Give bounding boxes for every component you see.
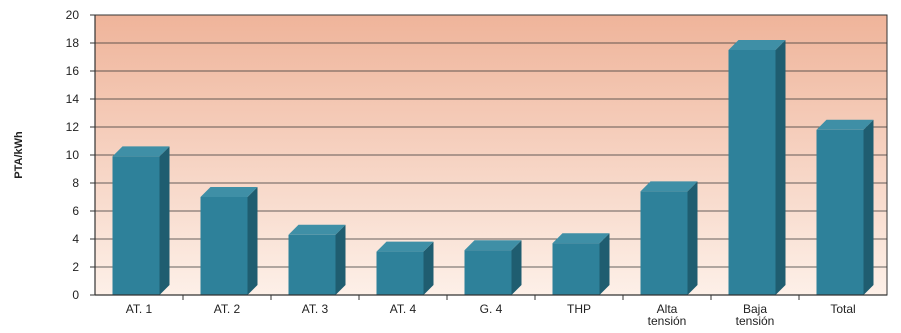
bar	[200, 187, 258, 295]
bar-front-face	[728, 50, 776, 295]
bar-front-face	[112, 156, 160, 295]
bar-top-face	[728, 40, 786, 50]
bar-front-face	[816, 129, 864, 295]
bars	[112, 40, 874, 295]
bar-side-face	[511, 240, 522, 295]
y-tick-label: 10	[66, 148, 80, 162]
y-tick-label: 18	[66, 36, 80, 50]
y-axis-label: PTA/kWh	[13, 131, 25, 179]
bar-front-face	[552, 243, 600, 295]
x-tick-label-line: tensión	[648, 314, 687, 328]
y-tick-label: 6	[72, 204, 79, 218]
x-tick-label-line: AT. 2	[214, 302, 241, 316]
bar-top-face	[464, 240, 522, 251]
y-tick-label: 8	[72, 176, 79, 190]
bar-side-face	[599, 233, 610, 295]
y-tick-label: 0	[72, 288, 79, 302]
x-tick-label-line: AT. 1	[126, 302, 153, 316]
bar-top-face	[112, 146, 170, 157]
bar-front-face	[376, 251, 424, 295]
x-tick-label: Alta tensión	[648, 302, 687, 328]
bar-side-face	[775, 40, 786, 295]
x-tick-label: AT. 2	[214, 302, 241, 316]
y-tick-label: 20	[66, 8, 80, 22]
bar-front-face	[200, 197, 248, 295]
x-tick-label-line: AT. 3	[302, 302, 329, 316]
x-tick-label-line: Total	[830, 302, 855, 316]
bar-side-face	[335, 224, 346, 295]
x-tick-label-line: AT. 4	[390, 302, 417, 316]
bar-front-face	[640, 191, 688, 295]
x-tick-label: THP	[567, 302, 591, 316]
axes	[90, 14, 887, 300]
bar	[288, 224, 346, 295]
x-tick-label: Total	[830, 302, 855, 316]
x-tick-label: AT. 1	[126, 302, 153, 316]
x-tick-label: AT. 4	[390, 302, 417, 316]
x-tick-label: AT. 3	[302, 302, 329, 316]
y-tick-label: 14	[66, 92, 80, 106]
bar	[464, 240, 522, 295]
bar-side-face	[863, 119, 874, 295]
bar	[376, 241, 434, 295]
bar-front-face	[464, 250, 512, 295]
bar-top-face	[816, 119, 874, 130]
bar	[112, 146, 170, 295]
y-tick-label: 16	[66, 64, 80, 78]
bar	[728, 40, 786, 295]
bar-side-face	[247, 187, 258, 295]
bar-top-face	[376, 241, 434, 252]
bar-side-face	[687, 181, 698, 295]
x-tick-label-line: G. 4	[480, 302, 503, 316]
x-tick-label: Baja tensión	[736, 302, 775, 328]
x-tick-label-line: THP	[567, 302, 591, 316]
bar	[816, 119, 874, 295]
labels: 0 2 4 6 8 10 12 14 16 18 20 AT. 1 AT. 2 AT. 3 AT. 4 G. …	[66, 8, 856, 328]
bar-top-face	[200, 187, 258, 197]
bar-top-face	[552, 233, 610, 244]
x-tick-label-line: Baja	[743, 302, 767, 316]
bar-top-face	[640, 181, 698, 192]
bar-front-face	[288, 234, 336, 295]
bar-side-face	[423, 241, 434, 295]
bar	[640, 181, 698, 295]
y-tick-label: 2	[72, 260, 79, 274]
bar-side-face	[159, 146, 170, 295]
x-tick-label-line: tensión	[736, 314, 775, 328]
x-tick-label-line: Alta	[657, 302, 678, 316]
bar	[552, 233, 610, 295]
x-tick-label: G. 4	[480, 302, 503, 316]
y-tick-label: 4	[72, 232, 79, 246]
bar-top-face	[288, 224, 346, 235]
y-tick-label: 12	[66, 120, 80, 134]
